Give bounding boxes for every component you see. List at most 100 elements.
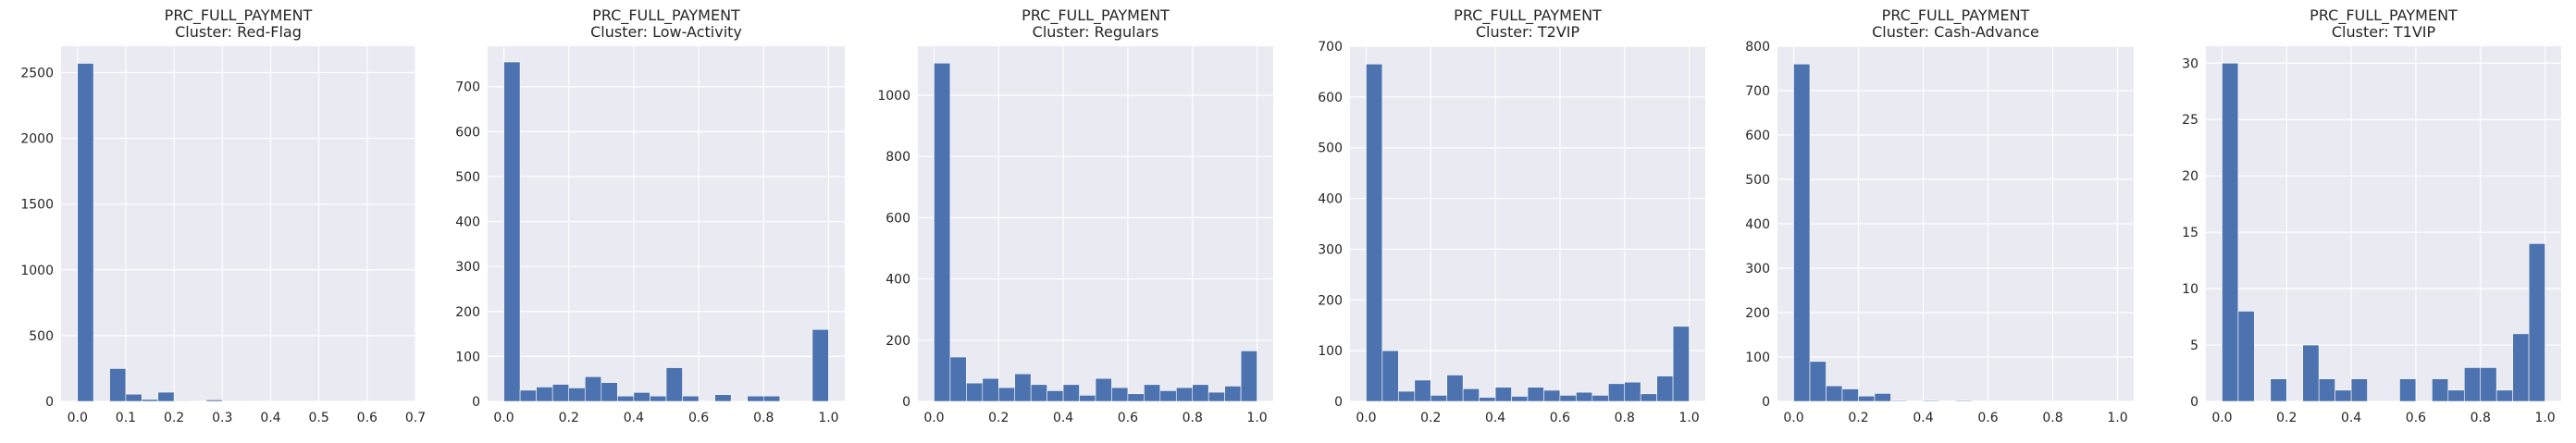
histogram-bar — [1827, 386, 1843, 401]
plot-background — [61, 46, 415, 401]
y-tick-label: 200 — [886, 334, 910, 349]
histogram-bar — [1592, 395, 1608, 401]
histogram-bar — [1560, 395, 1576, 401]
chart-subtitle: Cluster: Regulars — [1033, 23, 1159, 41]
x-tick-label: 0.6 — [688, 411, 709, 425]
histogram-bar — [2238, 311, 2254, 401]
x-tick-label: 0.6 — [2406, 411, 2426, 425]
y-tick-label: 500 — [29, 329, 54, 344]
x-tick-label: 0.6 — [357, 411, 378, 425]
histogram-bar — [1657, 376, 1673, 401]
histogram-bar — [666, 368, 683, 401]
y-tick-label: 800 — [1745, 40, 1770, 55]
histogram-bar — [1576, 392, 1591, 401]
x-tick-label: 0.0 — [1783, 411, 1803, 425]
histogram-bar — [585, 376, 601, 401]
histogram-bar — [110, 368, 126, 401]
x-tick-label: 0.3 — [212, 411, 232, 425]
y-tick-label: 600 — [1318, 91, 1343, 105]
histogram-bar — [520, 390, 537, 401]
x-tick-label: 0.2 — [2276, 411, 2297, 425]
x-tick-label: 0.0 — [493, 411, 514, 425]
x-tick-label: 1.0 — [1678, 411, 1699, 425]
histogram-bar — [1015, 374, 1031, 401]
histogram-bar — [950, 357, 966, 401]
histogram-bar — [78, 63, 93, 401]
x-tick-label: 0.0 — [923, 411, 944, 425]
chart-title: PRC_FULL_PAYMENT — [1454, 6, 1602, 25]
y-tick-label: 1000 — [877, 89, 910, 104]
histogram-bar — [617, 396, 634, 401]
y-tick-label: 400 — [1745, 217, 1770, 232]
y-tick-label: 500 — [1745, 173, 1770, 188]
histogram-bar — [601, 383, 618, 401]
y-tick-label: 400 — [886, 273, 910, 288]
histogram-bar — [1891, 400, 1908, 401]
y-tick-label: 700 — [1745, 84, 1770, 99]
histogram-bar — [2464, 367, 2480, 401]
histogram-bar — [537, 387, 553, 401]
histogram-bar — [1794, 64, 1811, 401]
y-tick-label: 600 — [455, 125, 480, 140]
plot-background — [2206, 46, 2561, 401]
histogram-bar — [1528, 388, 1543, 401]
histogram-bar — [1128, 394, 1144, 401]
y-tick-label: 20 — [2182, 169, 2198, 184]
histogram-bar — [2271, 379, 2286, 401]
y-tick-label: 200 — [1318, 293, 1343, 308]
histogram-bar — [569, 388, 586, 401]
histogram-bar — [1096, 378, 1111, 401]
chart-subtitle: Cluster: Red-Flag — [175, 23, 302, 41]
y-tick-label: 1000 — [20, 264, 54, 278]
x-tick-label: 1.0 — [818, 411, 838, 425]
x-tick-label: 0.4 — [260, 411, 280, 425]
histogram-bar — [715, 395, 732, 401]
x-tick-label: 1.0 — [1246, 411, 1267, 425]
plot-background — [1350, 46, 1705, 401]
x-tick-label: 0.8 — [1183, 411, 1203, 425]
histogram-bar — [1641, 394, 1656, 401]
histogram-bar — [1512, 397, 1528, 401]
x-tick-label: 0.2 — [1848, 411, 1868, 425]
y-tick-label: 0 — [45, 395, 54, 410]
y-tick-label: 300 — [1745, 262, 1770, 277]
y-tick-label: 300 — [1318, 242, 1343, 257]
histogram-bar — [1608, 384, 1624, 401]
histogram-bar — [1430, 395, 1446, 401]
chart-subtitle: Cluster: T1VIP — [2332, 23, 2436, 41]
histogram-bar — [2319, 379, 2334, 401]
chart-subtitle: Cluster: Cash-Advance — [1872, 23, 2039, 41]
histogram-bar — [1924, 400, 1940, 401]
x-tick-label: 0.1 — [116, 411, 136, 425]
y-tick-label: 700 — [455, 80, 480, 95]
y-tick-label: 100 — [455, 350, 480, 364]
histogram-bar — [1382, 351, 1398, 401]
histogram-bar — [2481, 367, 2496, 401]
x-tick-label: 0.2 — [1420, 411, 1441, 425]
y-tick-label: 200 — [455, 305, 480, 320]
y-tick-label: 600 — [886, 211, 910, 226]
x-tick-label: 0.2 — [988, 411, 1009, 425]
histogram-bar — [2351, 379, 2367, 401]
histogram-bar — [966, 383, 982, 401]
histogram-bar — [1956, 400, 1973, 401]
histogram-bar — [998, 388, 1014, 401]
histogram-bar — [158, 392, 174, 401]
histogram-bar — [1241, 351, 1257, 401]
histogram-bar — [983, 378, 998, 401]
histogram-bar — [2448, 390, 2464, 401]
histogram-bar — [1543, 390, 1559, 401]
x-tick-label: 0.7 — [405, 411, 426, 425]
histogram-bar — [1031, 385, 1046, 401]
x-tick-label: 0.0 — [68, 411, 88, 425]
histogram-bar — [2432, 379, 2447, 401]
histogram-bar — [2222, 63, 2237, 401]
y-tick-label: 0 — [902, 395, 910, 410]
chart-title: PRC_FULL_PAYMENT — [1022, 6, 1170, 25]
